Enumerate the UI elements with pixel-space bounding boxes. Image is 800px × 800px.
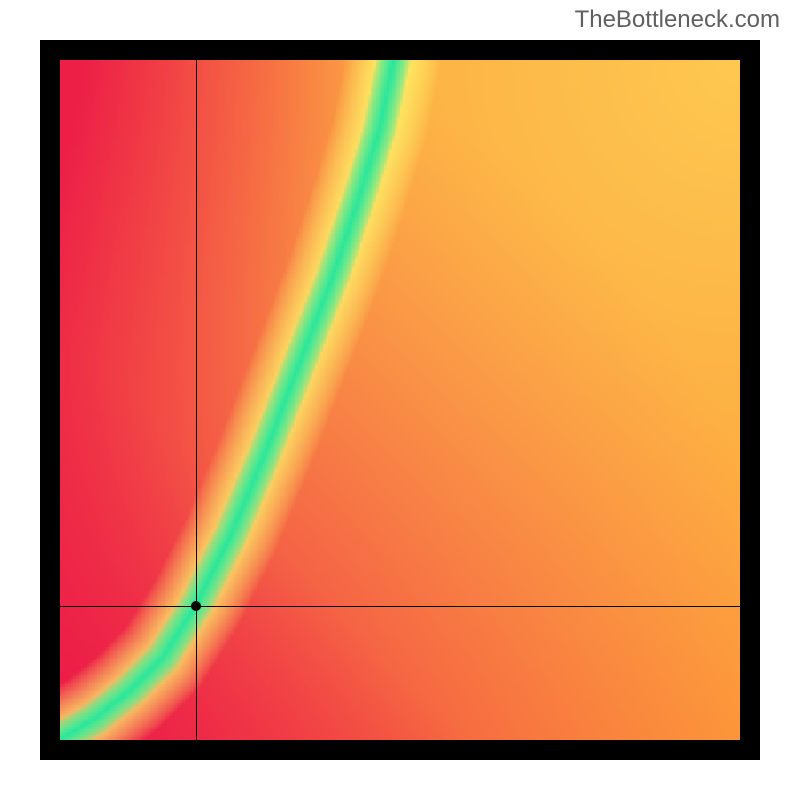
crosshair-marker [191,601,201,611]
chart-container: TheBottleneck.com [0,0,800,800]
heatmap-canvas [60,60,740,740]
watermark-text: TheBottleneck.com [575,6,780,34]
crosshair-horizontal [60,606,740,607]
crosshair-vertical [196,60,197,740]
